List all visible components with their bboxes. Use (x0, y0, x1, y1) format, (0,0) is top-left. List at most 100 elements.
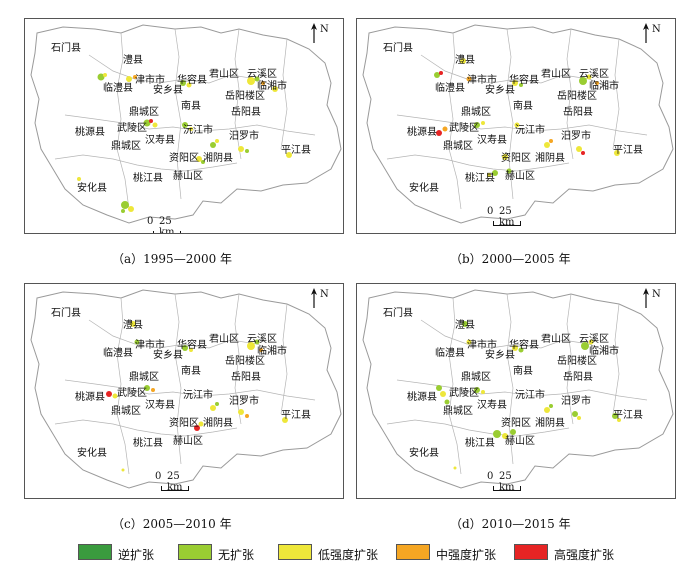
county-label: 临湘市 (257, 346, 287, 357)
panel-caption-d: （d）2010—2015 年 (450, 517, 571, 531)
legend-swatch (178, 544, 212, 560)
county-label: 南县 (181, 101, 201, 112)
scale-bar-line (161, 486, 189, 491)
map-panel-a: N 0 25 km 石门县 澧县 津市市 华容县 君山区 云溪区 临湘市 临澧县… (24, 18, 344, 234)
county-label: 鼎城区 (129, 372, 159, 383)
county-label: 津市市 (467, 75, 497, 86)
county-label: 沅江市 (515, 390, 545, 401)
county-label: 桃源县 (407, 127, 437, 138)
county-label: 湘阴县 (535, 418, 565, 429)
county-label: 岳阳楼区 (225, 91, 265, 102)
scale-text: 25 km (167, 471, 183, 493)
county-label: 鼎城区 (111, 406, 141, 417)
map-panel-c: N 0 25 km 石门县 澧县 津市市 华容县 君山区 云溪区 临湘市 临澧县… (24, 283, 344, 499)
legend-swatch (396, 544, 430, 560)
legend-swatch (278, 544, 312, 560)
county-label: 岳阳县 (231, 372, 261, 383)
county-label: 武陵区 (117, 388, 147, 399)
county-label: 云溪区 (579, 334, 609, 345)
county-label: 岳阳楼区 (225, 356, 265, 367)
scale-zero: 0 (147, 216, 154, 227)
county-label: 平江县 (281, 145, 311, 156)
county-label: 云溪区 (247, 69, 277, 80)
county-label: 华容县 (509, 75, 539, 86)
county-label: 安乡县 (153, 350, 183, 361)
county-label: 华容县 (509, 340, 539, 351)
county-label: 临湘市 (589, 346, 619, 357)
county-label: 资阳区 (501, 418, 531, 429)
county-label: 鼎城区 (443, 406, 473, 417)
county-label: 汉寿县 (477, 135, 507, 146)
county-label: 云溪区 (579, 69, 609, 80)
county-label: 南县 (513, 366, 533, 377)
county-label: 南县 (513, 101, 533, 112)
county-label: 平江县 (613, 410, 643, 421)
map-panel-d: N 0 25 km 石门县 澧县 津市市 华容县 君山区 云溪区 临湘市 临澧县… (356, 283, 676, 499)
county-label: 湘阴县 (535, 153, 565, 164)
county-label: 安化县 (77, 183, 107, 194)
county-label: 桃江县 (133, 173, 163, 184)
county-label: 汨罗市 (561, 131, 591, 142)
county-label: 临湘市 (257, 81, 287, 92)
county-label: 平江县 (613, 145, 643, 156)
county-label: 湘阴县 (203, 153, 233, 164)
county-label: 安乡县 (485, 85, 515, 96)
panel-caption-b: （b）2000—2005 年 (450, 252, 571, 266)
county-label: 南县 (181, 366, 201, 377)
map-boundaries (362, 24, 674, 224)
county-label: 鼎城区 (111, 141, 141, 152)
county-label: 武陵区 (117, 123, 147, 134)
north-label: N (652, 24, 661, 35)
county-label: 澧县 (455, 55, 475, 66)
scale-text: 25 km (159, 216, 175, 234)
map-boundaries (362, 289, 674, 489)
scale-bar-line (493, 486, 521, 491)
legend-swatch (514, 544, 548, 560)
county-label: 岳阳楼区 (557, 91, 597, 102)
county-label: 汨罗市 (229, 396, 259, 407)
county-label: 岳阳县 (563, 372, 593, 383)
county-label: 沅江市 (183, 125, 213, 136)
county-label: 澧县 (455, 320, 475, 331)
legend-label: 低强度扩张 (318, 548, 379, 562)
north-arrow-icon (643, 23, 649, 43)
county-label: 石门县 (51, 308, 81, 319)
county-label: 津市市 (467, 340, 497, 351)
county-label: 桃江县 (465, 438, 495, 449)
county-label: 津市市 (135, 75, 165, 86)
county-label: 桃江县 (465, 173, 495, 184)
county-label: 湘阴县 (203, 418, 233, 429)
county-label: 赫山区 (505, 436, 535, 447)
expansion-patches (106, 321, 288, 472)
county-label: 武陵区 (449, 123, 479, 134)
scale-text: 25 km (499, 206, 515, 228)
county-label: 安化县 (77, 448, 107, 459)
county-label: 临澧县 (435, 83, 465, 94)
county-label: 汉寿县 (145, 400, 175, 411)
panel-caption-a: （a）1995—2000 年 (112, 252, 233, 266)
county-label: 赫山区 (505, 171, 535, 182)
county-label: 安化县 (409, 183, 439, 194)
county-label: 汉寿县 (145, 135, 175, 146)
county-label: 桃源县 (75, 127, 105, 138)
expansion-patches (434, 58, 620, 177)
legend-label: 逆扩张 (118, 548, 155, 562)
county-label: 君山区 (209, 334, 239, 345)
county-label: 津市市 (135, 340, 165, 351)
map-boundaries (30, 24, 342, 224)
county-label: 桃江县 (133, 438, 163, 449)
county-label: 华容县 (177, 340, 207, 351)
county-label: 华容县 (177, 75, 207, 86)
county-label: 安乡县 (485, 350, 515, 361)
north-label: N (652, 289, 661, 300)
scale-text: 25 km (499, 471, 515, 493)
expansion-patches (436, 321, 621, 470)
north-label: N (320, 289, 329, 300)
scale-zero: 0 (487, 206, 494, 217)
county-label: 君山区 (209, 69, 239, 80)
county-label: 资阳区 (501, 153, 531, 164)
county-label: 鼎城区 (461, 372, 491, 383)
county-label: 鼎城区 (443, 141, 473, 152)
county-label: 武陵区 (449, 388, 479, 399)
map-boundaries (30, 289, 342, 489)
